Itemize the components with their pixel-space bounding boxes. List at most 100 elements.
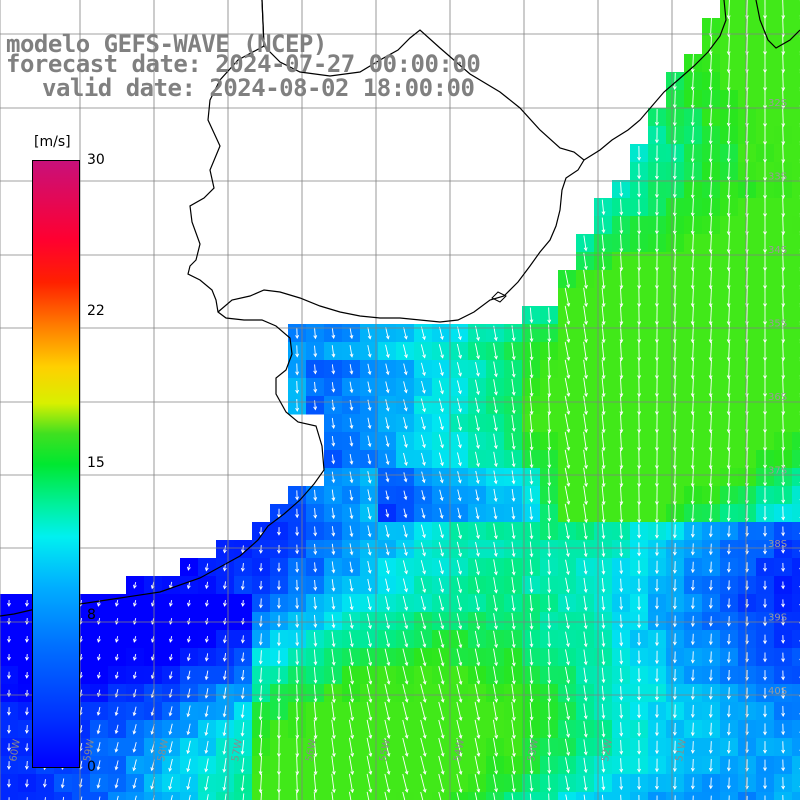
wind-arrow (186, 740, 191, 755)
wind-arrow (763, 670, 767, 681)
wind-arrow (258, 737, 263, 757)
wind-arrow (601, 776, 606, 791)
wind-cell (198, 792, 217, 800)
wind-arrow (96, 778, 101, 789)
wind-arrow (331, 471, 336, 484)
wind-arrow (511, 379, 516, 396)
wind-cell (792, 180, 800, 199)
wind-arrow (672, 90, 677, 109)
wind-arrow (474, 774, 481, 793)
wind-arrow (259, 563, 263, 572)
wind-arrow (764, 795, 766, 800)
wind-arrow (781, 179, 786, 200)
wind-arrow (529, 469, 534, 485)
wind-arrow (601, 703, 606, 720)
wind-arrow (204, 740, 209, 754)
wind-arrow (781, 215, 786, 236)
wind-arrow (708, 525, 713, 538)
wind-arrow (313, 597, 318, 610)
wind-arrow (601, 485, 606, 506)
wind-arrow (655, 650, 659, 665)
wind-arrow (619, 234, 624, 253)
wind-arrow (708, 413, 713, 434)
wind-arrow (133, 635, 137, 643)
wind-arrow (457, 326, 462, 341)
lat-label: 34S (768, 245, 787, 256)
wind-arrow (583, 503, 588, 524)
wind-arrow (240, 775, 245, 792)
wind-arrow (402, 666, 409, 685)
wind-arrow (331, 417, 336, 429)
wind-cell (792, 54, 800, 73)
wind-arrow (781, 377, 786, 398)
wind-arrow (672, 504, 677, 523)
wind-arrow (601, 234, 606, 253)
wind-arrow (367, 560, 372, 574)
wind-arrow (475, 595, 480, 612)
wind-arrow (402, 683, 409, 703)
wind-arrow (583, 739, 588, 756)
wind-arrow (62, 796, 65, 800)
wind-arrow (493, 541, 498, 557)
wind-arrow (168, 671, 173, 680)
wind-arrow (349, 648, 354, 667)
wind-arrow (420, 542, 426, 557)
wind-arrow (421, 507, 426, 519)
wind-arrow (619, 305, 624, 326)
wind-arrow (331, 345, 336, 358)
wind-arrow (726, 71, 731, 92)
wind-arrow (763, 506, 767, 521)
wind-arrow (708, 359, 713, 380)
wind-arrow (186, 705, 191, 718)
wind-arrow (349, 489, 354, 502)
wind-arrow (168, 758, 173, 772)
wind-cell (792, 504, 800, 523)
wind-arrow (601, 341, 606, 362)
wind-arrow (384, 631, 391, 648)
wind-arrow (565, 757, 570, 774)
wind-arrow (565, 577, 570, 594)
wind-arrow (654, 503, 659, 524)
wind-arrow (187, 635, 191, 643)
wind-arrow (204, 775, 209, 791)
wind-arrow (763, 741, 767, 754)
wind-arrow (420, 648, 427, 667)
wind-arrow (781, 233, 786, 254)
wind-arrow (295, 614, 300, 629)
wind-arrow (204, 670, 209, 681)
wind-cell (792, 324, 800, 343)
wind-arrow (420, 326, 426, 341)
wind-cell (792, 252, 800, 271)
wind-arrow (547, 631, 552, 648)
wind-arrow (420, 398, 426, 413)
wind-arrow (295, 399, 300, 412)
wind-arrow (726, 705, 731, 718)
wind-arrow (655, 668, 659, 683)
wind-arrow (672, 395, 677, 416)
wind-arrow (583, 269, 588, 290)
wind-arrow (708, 669, 713, 682)
wind-arrow (690, 162, 695, 181)
wind-arrow (708, 215, 713, 235)
wind-arrow (565, 523, 570, 540)
wind-cell (792, 198, 800, 217)
wind-arrow (402, 344, 408, 359)
wind-arrow (186, 581, 191, 590)
wind-arrow (438, 344, 444, 359)
wind-arrow (781, 287, 786, 308)
wind-arrow (456, 719, 463, 739)
wind-arrow (726, 144, 731, 163)
wind-arrow (186, 653, 191, 662)
wind-arrow (402, 560, 408, 575)
wind-arrow (672, 269, 677, 290)
wind-arrow (295, 666, 300, 685)
wind-arrow (690, 198, 695, 217)
wind-arrow (529, 360, 534, 379)
wind-arrow (781, 562, 785, 573)
wind-arrow (781, 545, 785, 554)
wind-arrow (438, 719, 445, 739)
lon-label: 59W (82, 738, 97, 762)
wind-arrow (565, 559, 570, 576)
wind-arrow (529, 432, 534, 451)
